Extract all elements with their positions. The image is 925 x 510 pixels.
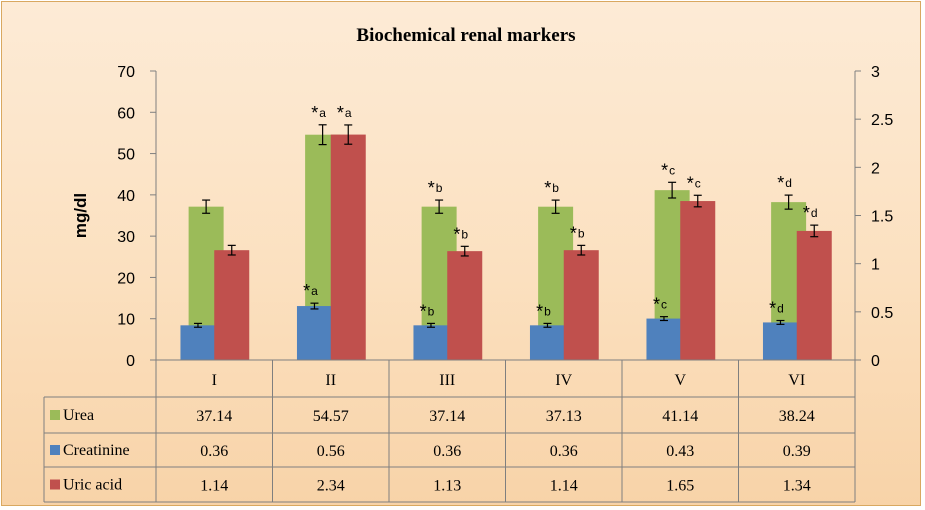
- bar-uric-acid: [214, 250, 250, 360]
- bar-uric-acid: [330, 134, 366, 360]
- left-tick-label: 20: [117, 270, 135, 287]
- table-cell: 41.14: [662, 408, 698, 425]
- category-label: V: [674, 372, 686, 389]
- table-cell: 1.14: [200, 478, 228, 495]
- right-tick-label: 1: [871, 257, 880, 274]
- significance-label: *a: [303, 281, 318, 301]
- legend-key: [50, 445, 60, 455]
- significance-label: *c: [653, 295, 667, 315]
- table-cell: 1.34: [783, 478, 811, 495]
- significance-label: *d: [803, 203, 818, 223]
- bar-creatinine: [762, 322, 798, 360]
- legend-key: [50, 479, 60, 490]
- category-label: I: [212, 372, 217, 389]
- significance-label: *b: [570, 223, 585, 243]
- bar-creatinine: [413, 325, 449, 360]
- category-label: IV: [555, 372, 572, 389]
- right-tick-label: 3: [871, 64, 880, 81]
- left-tick-label: 30: [117, 229, 135, 246]
- right-tick-label: 2: [871, 160, 880, 177]
- significance-label: *a: [311, 103, 326, 123]
- table-cell: 0.36: [433, 443, 461, 460]
- table-cell: 0.43: [666, 443, 694, 460]
- table-cell: 1.65: [666, 478, 694, 495]
- table-cell: 0.36: [200, 443, 228, 460]
- chart-title: Biochemical renal markers: [356, 25, 575, 46]
- table-cell: 0.36: [550, 443, 578, 460]
- bar-creatinine: [646, 318, 682, 360]
- significance-label: *d: [769, 299, 784, 319]
- left-tick-label: 0: [126, 353, 135, 370]
- table-cell: 38.24: [779, 408, 815, 425]
- left-tick-label: 10: [117, 312, 135, 329]
- significance-label: *b: [453, 224, 468, 244]
- right-tick-label: 2.5: [871, 112, 893, 129]
- table-cell: 2.34: [317, 478, 345, 495]
- bar-creatinine: [180, 325, 216, 360]
- category-label: II: [325, 372, 336, 389]
- left-tick-label: 40: [117, 188, 135, 205]
- left-tick-label: 50: [117, 147, 135, 164]
- legend-label: Urea: [63, 407, 94, 424]
- bar-uric-acid: [796, 230, 832, 360]
- table-cell: 37.14: [429, 408, 465, 425]
- significance-label: *c: [661, 160, 675, 180]
- significance-label: *b: [544, 178, 559, 198]
- bar-uric-acid: [563, 250, 599, 360]
- table-cell: 37.14: [196, 408, 232, 425]
- significance-label: *c: [687, 173, 701, 193]
- table-cell: 1.14: [550, 478, 578, 495]
- significance-label: *d: [777, 173, 792, 193]
- table-cell: 1.13: [433, 478, 461, 495]
- table-cell: 0.56: [317, 443, 345, 460]
- left-tick-label: 70: [117, 64, 135, 81]
- right-tick-label: 1.5: [871, 209, 893, 226]
- right-tick-label: 0.5: [871, 305, 893, 322]
- y-axis-label: mg/dl: [71, 193, 90, 238]
- significance-label: *a: [337, 103, 352, 123]
- legend-label: Creatinine: [63, 442, 130, 459]
- table-cell: 0.39: [783, 443, 811, 460]
- significance-label: *b: [536, 301, 551, 321]
- category-label: III: [439, 372, 455, 389]
- right-tick-label: 0: [871, 353, 880, 370]
- bar-uric-acid: [680, 201, 716, 360]
- bar-creatinine: [529, 325, 565, 360]
- significance-label: *b: [420, 301, 435, 321]
- significance-label: *b: [428, 178, 443, 198]
- left-tick-label: 60: [117, 105, 135, 122]
- bar-uric-acid: [447, 251, 483, 360]
- category-label: VI: [788, 372, 805, 389]
- legend-label: Uric acid: [63, 477, 122, 494]
- table-cell: 54.57: [313, 408, 349, 425]
- bar-creatinine: [296, 306, 332, 360]
- legend-key: [50, 410, 60, 420]
- table-cell: 37.13: [546, 408, 582, 425]
